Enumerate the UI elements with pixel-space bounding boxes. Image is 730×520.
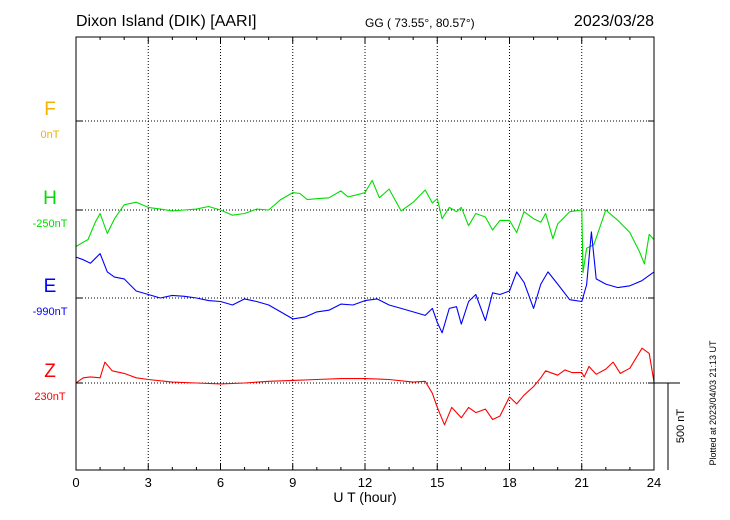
scale-bar: 500 nT bbox=[654, 382, 687, 470]
component-name-e: E bbox=[44, 276, 57, 297]
scale-bar-label: 500 nT bbox=[675, 409, 687, 444]
x-tick-label: 0 bbox=[72, 475, 79, 490]
series-line-e bbox=[75, 231, 655, 334]
x-tick-label: 21 bbox=[575, 475, 589, 490]
x-tick-label: 15 bbox=[430, 475, 444, 490]
station-coordinates: GG ( 73.55°, 80.57°) bbox=[365, 16, 475, 30]
grid-lines bbox=[76, 37, 654, 470]
x-tick-label: 18 bbox=[502, 475, 516, 490]
x-axis-label: U T (hour) bbox=[333, 489, 396, 505]
series-traces bbox=[75, 179, 655, 426]
component-name-f: F bbox=[44, 99, 56, 120]
x-tick-label: 24 bbox=[647, 475, 661, 490]
component-baseline-f: 0nT bbox=[41, 129, 60, 141]
x-axis-ticks: 0 3 6 9 12 15 18 21 24 bbox=[72, 37, 661, 490]
component-name-h: H bbox=[43, 188, 57, 209]
x-tick-label: 3 bbox=[145, 475, 152, 490]
station-title: Dixon Island (DIK) [AARI] bbox=[76, 13, 257, 30]
component-baseline-z: 230nT bbox=[34, 391, 65, 403]
x-tick-label: 12 bbox=[358, 475, 372, 490]
x-tick-label: 9 bbox=[289, 475, 296, 490]
component-baseline-e: -990nT bbox=[33, 306, 68, 318]
plot-frame bbox=[75, 36, 655, 471]
component-labels: F 0nT H -250nT E -990nT Z 230nT bbox=[33, 99, 68, 403]
series-line-z bbox=[75, 347, 655, 426]
plot-date: 2023/03/28 bbox=[574, 13, 654, 30]
series-line-h bbox=[75, 179, 655, 274]
component-baseline-h: -250nT bbox=[33, 218, 68, 230]
x-tick-label: 6 bbox=[217, 475, 224, 490]
plotted-timestamp: Plotted at 2023/04/03 21:13 UT bbox=[708, 340, 718, 466]
component-name-z: Z bbox=[44, 361, 56, 382]
